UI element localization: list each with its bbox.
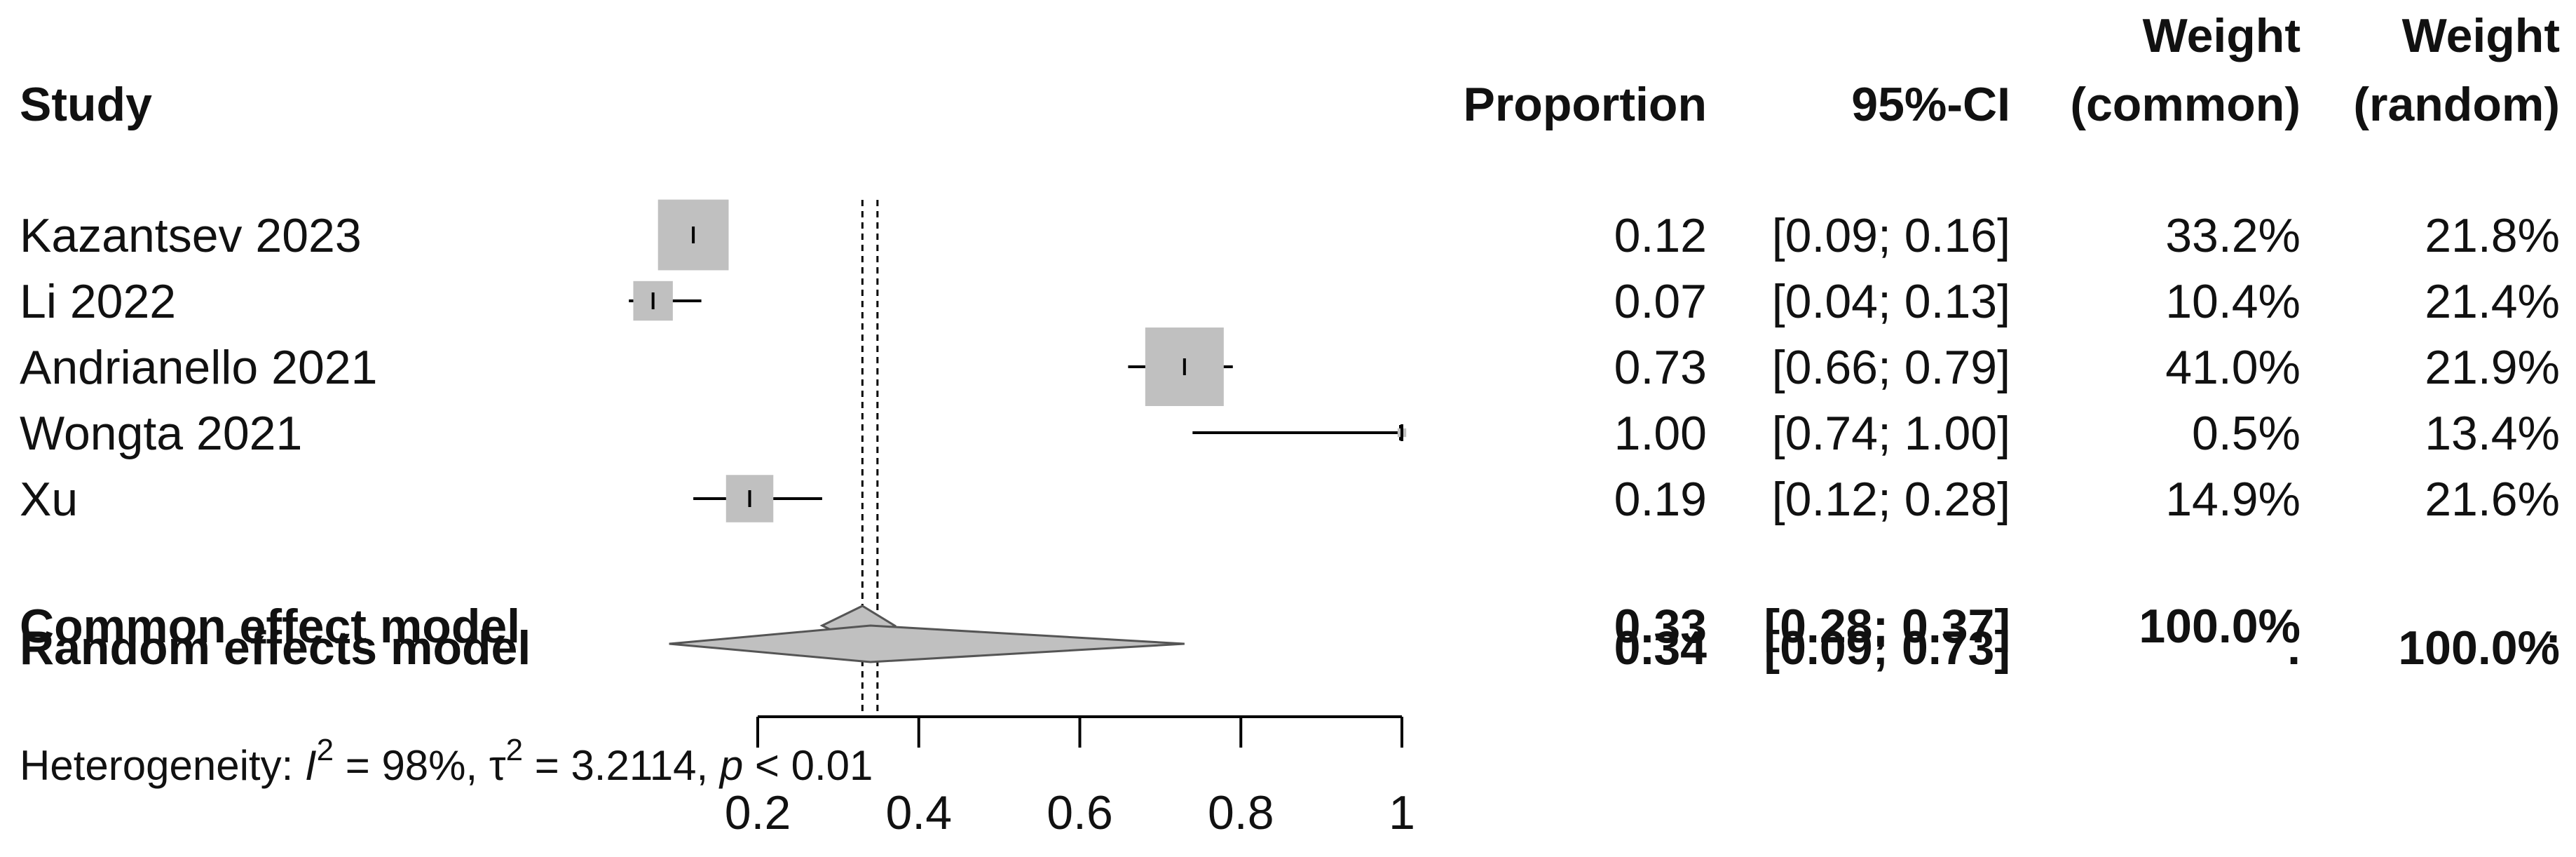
ci-value: [0.74; 1.00] (1772, 407, 2010, 460)
model-weight-common-value: . (2287, 621, 2301, 675)
header-weight-random-line1: Weight (2402, 9, 2560, 62)
random-effects-row: Random effects model 0.34 [0.09; 0.73]. 100… (20, 621, 2560, 675)
proportion-value: 0.19 (1614, 473, 1707, 526)
header-weight-random-line2: (random) (2353, 78, 2560, 131)
x-tick-label: 1 (1389, 786, 1415, 839)
model-rows: Common effect model 0.33 [0.28; 0.37] 100.0… (20, 600, 2560, 675)
weight-random-value: 21.8% (2425, 209, 2560, 262)
x-tick-label: 0.8 (1208, 786, 1274, 839)
study-row: Wongta 2021 1.00 [0.74; 1.00] 0.5% 13.4% (20, 407, 2560, 460)
model-weight-random-value: . (2547, 600, 2560, 653)
proportion-value: 0.07 (1614, 275, 1707, 328)
header-weight-common-line2: (common) (2070, 78, 2301, 131)
study-name: Wongta 2021 (20, 407, 302, 460)
model-name: Common effect model (20, 600, 520, 653)
study-rows: Kazantsev 2023 0.12 [0.09; 0.16] 33.2% 21.8%… (20, 199, 2560, 526)
model-ci-value: [0.09; 0.73] (1764, 621, 2010, 675)
ci-value: [0.04; 0.13] (1772, 275, 2010, 328)
proportion-value: 0.73 (1614, 341, 1707, 394)
study-name: Andrianello 2021 (20, 341, 377, 394)
proportion-value: 1.00 (1614, 407, 1707, 460)
weight-random-value: 21.9% (2425, 341, 2560, 394)
weight-common-value: 33.2% (2165, 209, 2301, 262)
weight-common-value: 10.4% (2165, 275, 2301, 328)
model-proportion-value: 0.33 (1614, 600, 1707, 653)
common-effect-row: Common effect model 0.33 [0.28; 0.37] 100.0… (20, 600, 2560, 653)
summary-diamond (669, 624, 1185, 663)
proportion-value: 0.12 (1614, 209, 1707, 262)
header-study: Study (20, 78, 152, 131)
weight-random-value: 13.4% (2425, 407, 2560, 460)
weight-random-value: 21.6% (2425, 473, 2560, 526)
model-name: Random effects model (20, 621, 531, 675)
weight-common-value: 41.0% (2165, 341, 2301, 394)
ci-value: [0.09; 0.16] (1772, 209, 2010, 262)
x-tick-label: 0.6 (1047, 786, 1113, 839)
x-tick-label: 0.2 (725, 786, 791, 839)
study-name: Li 2022 (20, 275, 176, 328)
model-ci-value: [0.28; 0.37] (1764, 600, 2010, 653)
heterogeneity-text: Heterogeneity: I2 = 98%, τ2 = 3.2114, p … (20, 733, 873, 789)
model-weight-common-value: 100.0% (2139, 600, 2301, 653)
model-weight-random-value: 100.0% (2398, 621, 2560, 675)
weight-common-value: 14.9% (2165, 473, 2301, 526)
x-axis: 0.2 0.4 0.6 0.8 1 (725, 715, 1415, 839)
study-row: Kazantsev 2023 0.12 [0.09; 0.16] 33.2% 21.8% (20, 199, 2560, 271)
header-ci: 95%-CI (1851, 78, 2010, 131)
weight-random-value: 21.4% (2425, 275, 2560, 328)
x-tick-label: 0.4 (885, 786, 952, 839)
ci-value: [0.66; 0.79] (1772, 341, 2010, 394)
model-proportion-value: 0.34 (1614, 621, 1708, 675)
header-proportion: Proportion (1463, 78, 1707, 131)
weight-common-value: 0.5% (2192, 407, 2301, 460)
study-row: Andrianello 2021 0.73 [0.66; 0.79] 41.0% 21.… (20, 328, 2560, 406)
study-row: Xu 0.19 [0.12; 0.28] 14.9% 21.6% (20, 473, 2560, 526)
ci-value: [0.12; 0.28] (1772, 473, 2010, 526)
header-weight-common-line1: Weight (2143, 9, 2301, 62)
study-row: Li 2022 0.07 [0.04; 0.13] 10.4% 21.4% (20, 275, 2560, 328)
study-name: Kazantsev 2023 (20, 209, 362, 262)
study-name: Xu (20, 473, 78, 526)
